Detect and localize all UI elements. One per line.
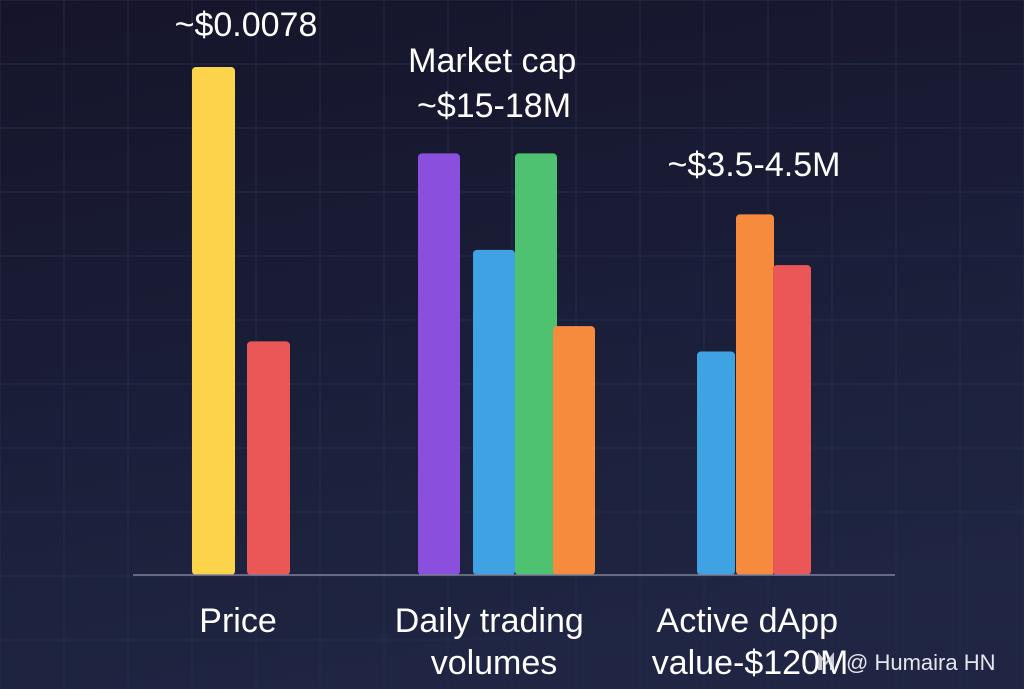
category-labels: Price Daily trading volumes Active dApp … — [199, 602, 848, 682]
bar-group-2-bar-3 — [515, 153, 557, 576]
category-label-active-dapp: Active dApp value-$120M — [652, 602, 849, 682]
category-label-price: Price — [199, 602, 276, 640]
annotations: ~$0.0078 Market cap ~$15-18M ~$3.5-4.5M — [175, 6, 841, 184]
watermark: @ Humaira HN — [818, 650, 995, 675]
bar-group-2-bar-4 — [553, 326, 595, 575]
annotation-price: ~$0.0078 — [175, 6, 318, 44]
logo-icon — [818, 652, 834, 670]
bar-group-2-bar-2 — [473, 249, 515, 575]
category-label-daily-trading-volumes: Daily trading volumes — [395, 602, 593, 682]
bar-group-3-bar-1 — [697, 351, 735, 575]
annotation-market-cap: Market cap ~$15-18M — [408, 42, 586, 125]
bar-group-3-bar-3 — [773, 265, 811, 575]
bar-group-1-bar-1 — [192, 67, 235, 575]
bars — [192, 67, 811, 576]
bar-group-2-bar-1 — [418, 153, 460, 576]
bar-group-3-bar-2 — [736, 214, 774, 575]
annotation-dapp: ~$3.5-4.5M — [668, 146, 841, 184]
bar-group-1-bar-2 — [247, 341, 290, 575]
watermark-text: @ Humaira HN — [846, 650, 995, 675]
